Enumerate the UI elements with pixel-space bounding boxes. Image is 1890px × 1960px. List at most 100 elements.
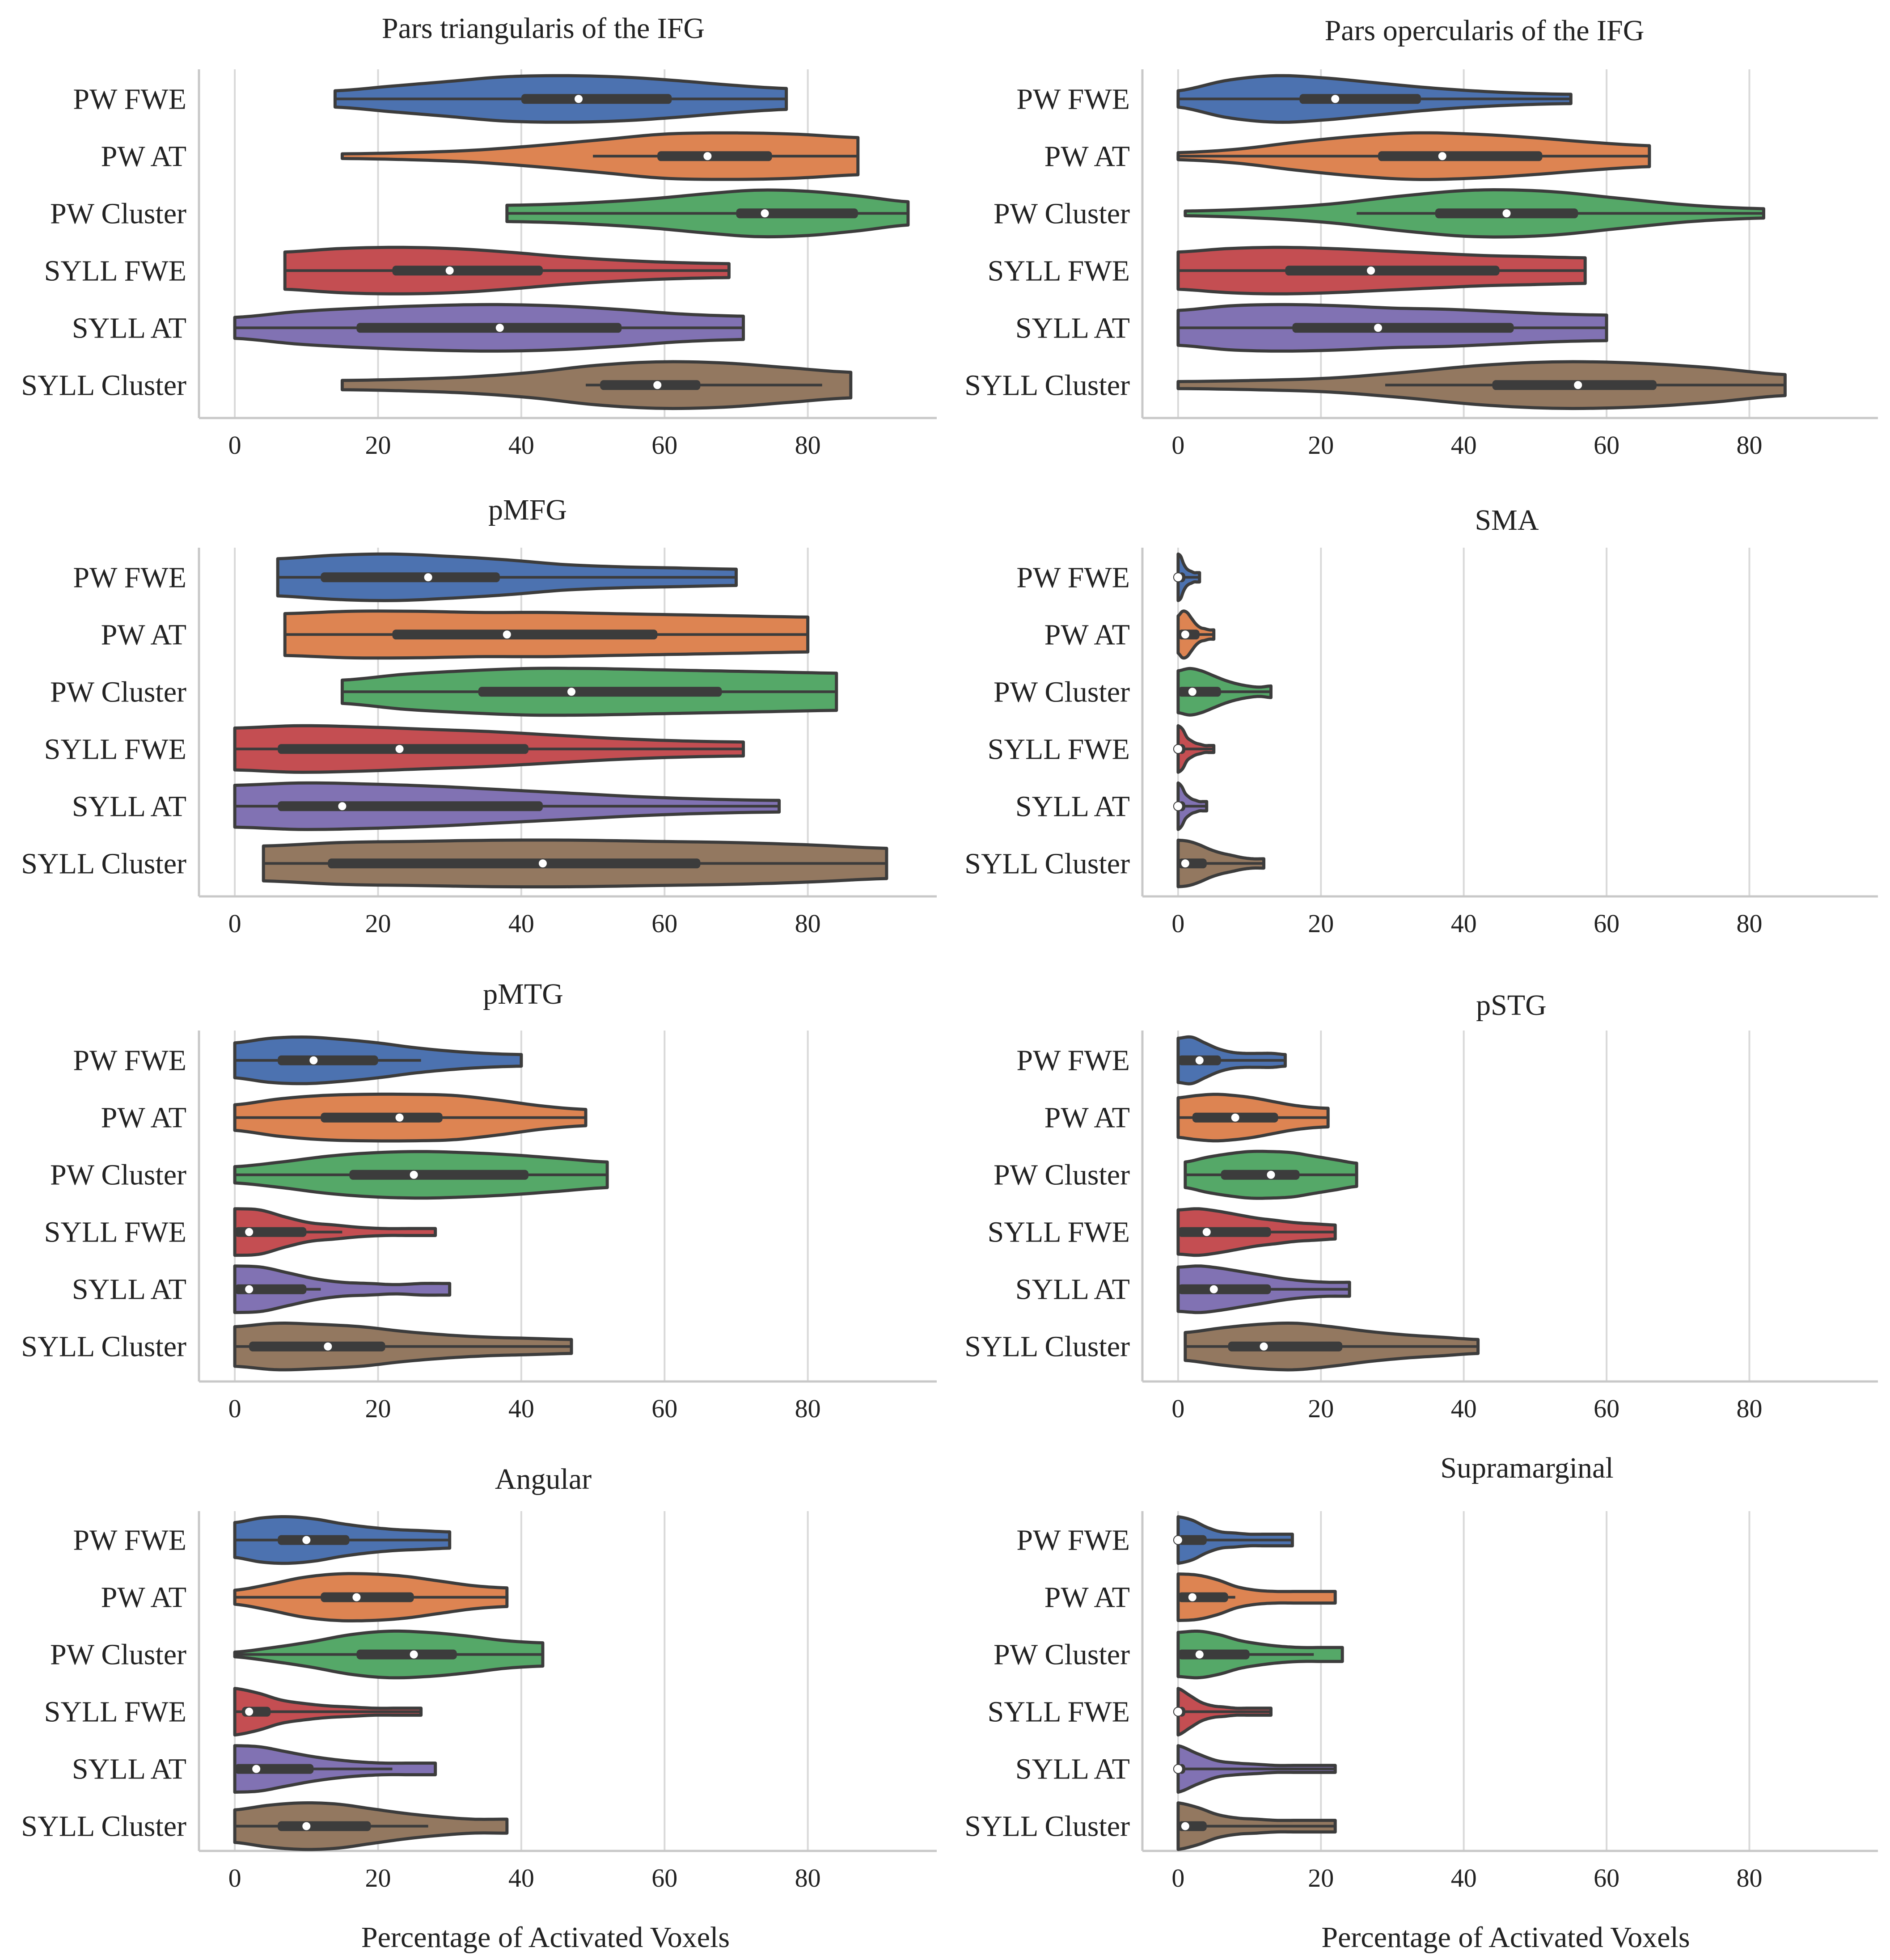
y-category-label: PW FWE xyxy=(73,561,186,594)
panel-title: Pars triangularis of the IFG xyxy=(382,12,705,45)
x-tick-label: 40 xyxy=(1451,431,1477,460)
violin-median-dot xyxy=(1173,801,1183,811)
violin-median-dot xyxy=(337,801,347,811)
violin-iqr-box xyxy=(321,572,500,583)
violin-median-dot xyxy=(323,1341,333,1352)
violin-median-dot xyxy=(1209,1284,1219,1294)
x-tick-label: 0 xyxy=(1171,1394,1184,1423)
y-category-label: SYLL AT xyxy=(72,1273,186,1306)
violin-median-dot xyxy=(409,1649,419,1660)
x-tick-label: 80 xyxy=(795,909,821,938)
x-tick-label: 60 xyxy=(651,909,677,938)
violin-median-dot xyxy=(351,1592,362,1602)
x-tick-label: 20 xyxy=(1308,1394,1334,1423)
x-tick-label: 40 xyxy=(508,1863,534,1892)
violin-median-dot xyxy=(1259,1341,1269,1352)
violin-median-dot xyxy=(1173,744,1183,754)
panel-title: pMTG xyxy=(483,978,563,1010)
panel-title: Pars opercularis of the IFG xyxy=(1325,14,1645,47)
violin-median-dot xyxy=(567,687,577,697)
x-tick-label: 80 xyxy=(795,1394,821,1423)
violin-median-dot xyxy=(1187,687,1197,697)
violin-median-dot xyxy=(1573,380,1583,390)
violin-iqr-box xyxy=(478,687,722,697)
violin-median-dot xyxy=(1266,1170,1276,1180)
violin-median-dot xyxy=(1180,858,1190,869)
violin-body-pw-at xyxy=(1176,1572,1337,1622)
y-category-label: PW AT xyxy=(1044,140,1130,173)
y-category-label: PW FWE xyxy=(73,83,186,115)
violin-median-dot xyxy=(1180,1821,1190,1831)
violin-iqr-box xyxy=(1178,1284,1271,1294)
x-tick-label: 20 xyxy=(365,431,391,460)
violin-iqr-box xyxy=(1178,1592,1228,1602)
x-tick-label: 0 xyxy=(1171,431,1184,460)
y-category-label: SYLL FWE xyxy=(44,254,186,287)
x-axis-title: Percentage of Activated Voxels xyxy=(361,1921,730,1954)
x-tick-label: 0 xyxy=(228,1863,241,1892)
x-tick-label: 80 xyxy=(795,431,821,460)
violin-iqr-box xyxy=(1378,151,1543,161)
y-category-label: SYLL Cluster xyxy=(21,847,186,880)
panel-8: 0 20 40 60 80 Supramarginal Percentage of Acti… xyxy=(964,1452,1878,1954)
y-category-label: PW Cluster xyxy=(50,1639,186,1671)
violin-iqr-box xyxy=(278,1821,371,1831)
x-tick-label: 0 xyxy=(228,1394,241,1423)
y-category-label: PW AT xyxy=(101,1581,186,1614)
y-category-label: PW FWE xyxy=(73,1044,186,1077)
y-category-label: SYLL FWE xyxy=(988,1696,1130,1728)
violin-iqr-box xyxy=(321,1592,414,1602)
x-tick-label: 60 xyxy=(1594,1394,1619,1423)
violin-median-dot xyxy=(301,1821,312,1831)
x-tick-label: 20 xyxy=(1308,431,1334,460)
y-category-label: PW AT xyxy=(101,1102,186,1134)
violin-iqr-box xyxy=(736,208,858,219)
panel-title: pMFG xyxy=(488,494,567,526)
panel-title: Angular xyxy=(495,1463,592,1495)
y-category-label: PW AT xyxy=(1044,618,1130,651)
x-tick-label: 40 xyxy=(508,1394,534,1423)
violin-median-dot xyxy=(244,1707,254,1717)
y-category-label: SYLL AT xyxy=(1015,1273,1130,1306)
x-tick-label: 20 xyxy=(1308,909,1334,938)
y-category-label: PW Cluster xyxy=(50,197,186,230)
violin-iqr-box xyxy=(278,801,543,811)
y-category-label: SYLL Cluster xyxy=(21,1810,186,1843)
violin-median-dot xyxy=(1366,266,1376,276)
violin-iqr-box xyxy=(1178,1227,1271,1237)
y-category-label: PW Cluster xyxy=(994,1159,1130,1191)
y-category-label: SYLL Cluster xyxy=(21,1331,186,1363)
violin-iqr-box xyxy=(349,1170,529,1180)
x-tick-label: 60 xyxy=(651,1394,677,1423)
y-category-label: PW AT xyxy=(1044,1102,1130,1134)
y-category-label: PW Cluster xyxy=(994,1639,1130,1671)
violin-iqr-box xyxy=(1178,1535,1207,1545)
panel-4: 0 20 40 60 80 SMA PW FWE PW AT PW Cluster SYLL FW… xyxy=(964,504,1878,938)
x-tick-label: 0 xyxy=(1171,1863,1184,1892)
violin-median-dot xyxy=(1194,1649,1205,1660)
x-tick-label: 40 xyxy=(1451,1863,1477,1892)
violin-iqr-box xyxy=(1299,94,1421,104)
violin-iqr-box xyxy=(392,266,543,276)
panel-5: 0 20 40 60 80 pMTG PW FWE PW AT PW Cluster SYLL F… xyxy=(21,978,937,1423)
violin-iqr-box xyxy=(249,1341,385,1352)
violin-median-dot xyxy=(760,208,770,219)
panel-title: Supramarginal xyxy=(1440,1452,1613,1484)
violin-median-dot xyxy=(537,858,548,869)
violin-median-dot xyxy=(409,1170,419,1180)
y-category-label: SYLL Cluster xyxy=(964,847,1130,880)
x-tick-label: 20 xyxy=(365,1394,391,1423)
x-tick-label: 20 xyxy=(365,909,391,938)
violin-median-dot xyxy=(309,1055,319,1065)
violin-iqr-box xyxy=(1221,1170,1300,1180)
violin-iqr-box xyxy=(521,94,672,104)
violin-median-dot xyxy=(502,629,512,640)
y-category-label: SYLL Cluster xyxy=(964,1331,1130,1363)
y-category-label: SYLL FWE xyxy=(44,733,186,765)
violin-median-dot xyxy=(1173,1535,1183,1545)
violin-median-dot xyxy=(301,1535,312,1545)
x-tick-label: 0 xyxy=(228,431,241,460)
x-tick-label: 60 xyxy=(651,431,677,460)
violin-iqr-box xyxy=(600,380,701,390)
